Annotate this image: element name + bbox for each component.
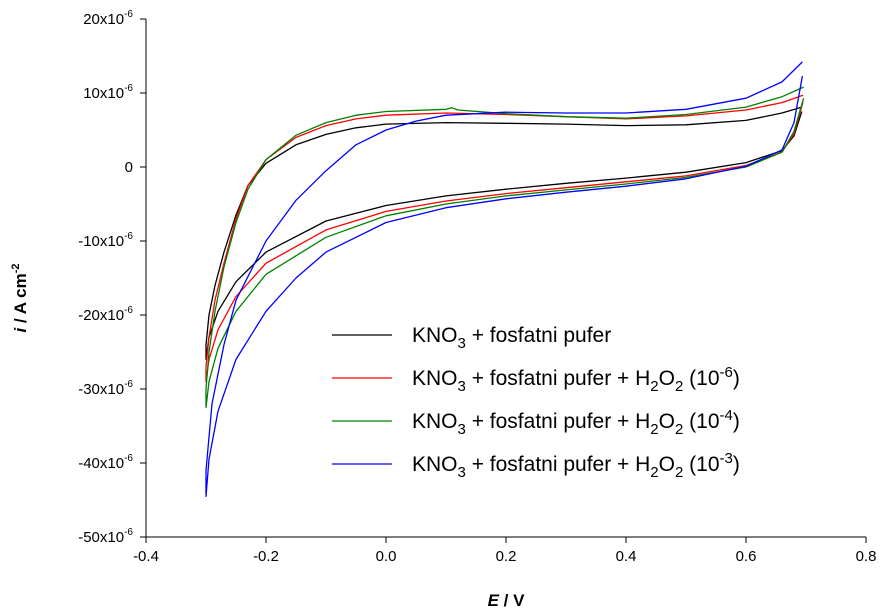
series-line-4	[205, 61, 804, 497]
x-tick-label: 0.4	[616, 548, 637, 565]
y-axis-title: i / A cm-2	[10, 264, 30, 333]
legend-label: KNO3 + fosfatni pufer + H2O2 (10-6)	[412, 364, 740, 395]
legend-label: KNO3 + fosfatni pufer + H2O2 (10-3)	[412, 450, 740, 481]
y-tick-label: -50x10-6	[78, 527, 133, 546]
x-tick-label: -0.4	[133, 548, 159, 565]
plot-curves	[205, 61, 805, 497]
y-tick-label: -30x10-6	[78, 379, 133, 398]
x-axis-title: E / V	[488, 591, 526, 609]
y-tick-label: 10x10-6	[83, 83, 133, 102]
y-tick-label: -40x10-6	[78, 453, 133, 472]
x-tick-label: 0.0	[376, 548, 397, 565]
x-tick-label: 0.2	[496, 548, 517, 565]
y-tick-label: 0	[125, 159, 133, 176]
x-tick-label: -0.2	[253, 548, 279, 565]
legend-label: KNO3 + fosfatni pufer + H2O2 (10-4)	[412, 407, 740, 438]
x-tick-label: 0.8	[856, 548, 877, 565]
legend: KNO3 + fosfatni pufer KNO3 + fosfatni puf…	[332, 324, 740, 481]
y-tick-label: -10x10-6	[78, 231, 133, 250]
series-line-3	[205, 86, 805, 409]
y-tick-label: -20x10-6	[78, 305, 133, 324]
y-axis-ticks: 20x10-6 10x10-6 0 -10x10-6 -20x10-6 -30x10-6 -…	[78, 9, 146, 546]
legend-label: KNO3 + fosfatni pufer	[412, 324, 611, 352]
y-tick-label: 20x10-6	[83, 9, 133, 28]
x-axis-ticks: -0.4 -0.2 0.0 0.2 0.4 0.6 0.8	[133, 537, 876, 565]
series-line-1	[205, 106, 803, 361]
x-tick-label: 0.6	[736, 548, 757, 565]
